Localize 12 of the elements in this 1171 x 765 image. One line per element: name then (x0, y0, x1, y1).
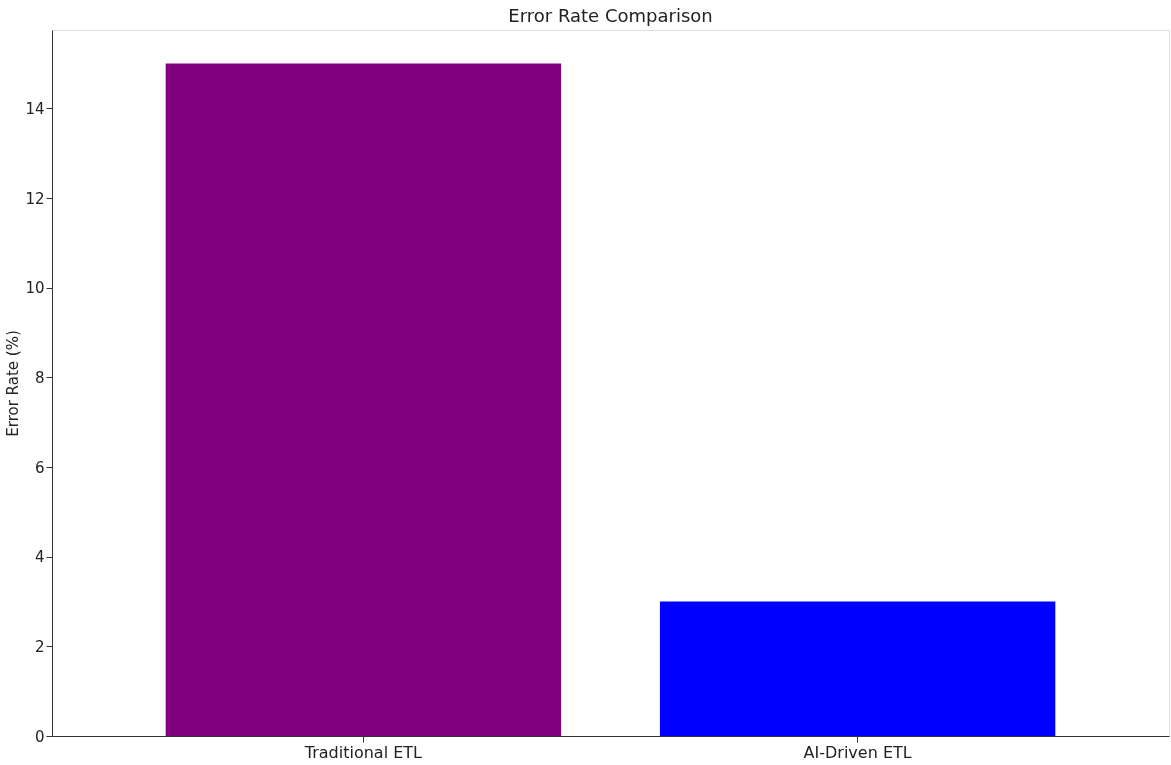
x-tick-label: Traditional ETL (303, 742, 423, 762)
x-tick-label: AI-Driven ETL (803, 742, 912, 762)
y-axis-title: Error Rate (%) (4, 330, 23, 437)
y-tick-label: 8 (34, 368, 45, 387)
y-tick-label: 0 (34, 727, 45, 746)
y-tick-label: 6 (34, 458, 45, 477)
y-tick-label: 2 (34, 637, 45, 656)
y-tick-label: 4 (34, 548, 45, 567)
y-tick-label: 14 (25, 99, 45, 118)
chart-title: Error Rate Comparison (508, 5, 713, 26)
y-tick-label: 12 (25, 189, 45, 208)
y-tick-label: 10 (25, 279, 45, 298)
